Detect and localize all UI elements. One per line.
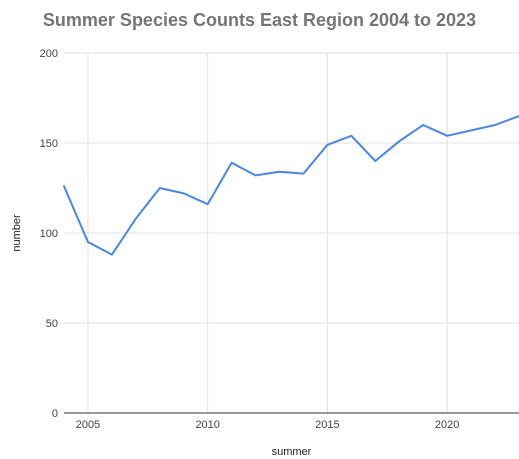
y-tick-label: 150 [40, 138, 58, 150]
x-tick-label: 2015 [315, 419, 339, 431]
data-point [254, 174, 257, 177]
data-point [230, 161, 233, 164]
data-point [278, 170, 281, 173]
y-tick-label: 0 [52, 408, 58, 420]
data-point [110, 253, 113, 256]
data-point [422, 123, 425, 126]
data-point [470, 129, 473, 132]
x-tick-label: 2010 [195, 419, 219, 431]
series-layer [62, 115, 519, 256]
data-point [446, 134, 449, 137]
x-axis-label: summer [271, 446, 312, 458]
data-point [182, 192, 185, 195]
data-point [134, 217, 137, 220]
y-axis-label: number [11, 214, 23, 252]
chart-title: Summer Species Counts East Region 2004 t… [42, 10, 477, 30]
grid-lines [64, 52, 519, 413]
x-tick-label: 2020 [435, 419, 459, 431]
data-point [302, 172, 305, 175]
y-tick-label: 200 [40, 48, 58, 60]
data-point [206, 203, 209, 206]
data-point [62, 185, 65, 188]
series-line [63, 115, 519, 256]
tick-labels: 0 50 100 150 200 2005 2010 2015 2020 [40, 48, 460, 431]
y-tick-label: 50 [46, 318, 58, 330]
data-point [326, 143, 329, 146]
data-point [398, 140, 401, 143]
data-point [493, 123, 496, 126]
data-point [158, 186, 161, 189]
data-point [86, 240, 89, 243]
y-tick-label: 100 [40, 228, 58, 240]
x-tick-label: 2005 [76, 419, 100, 431]
data-point [374, 159, 377, 162]
data-point [350, 134, 353, 137]
